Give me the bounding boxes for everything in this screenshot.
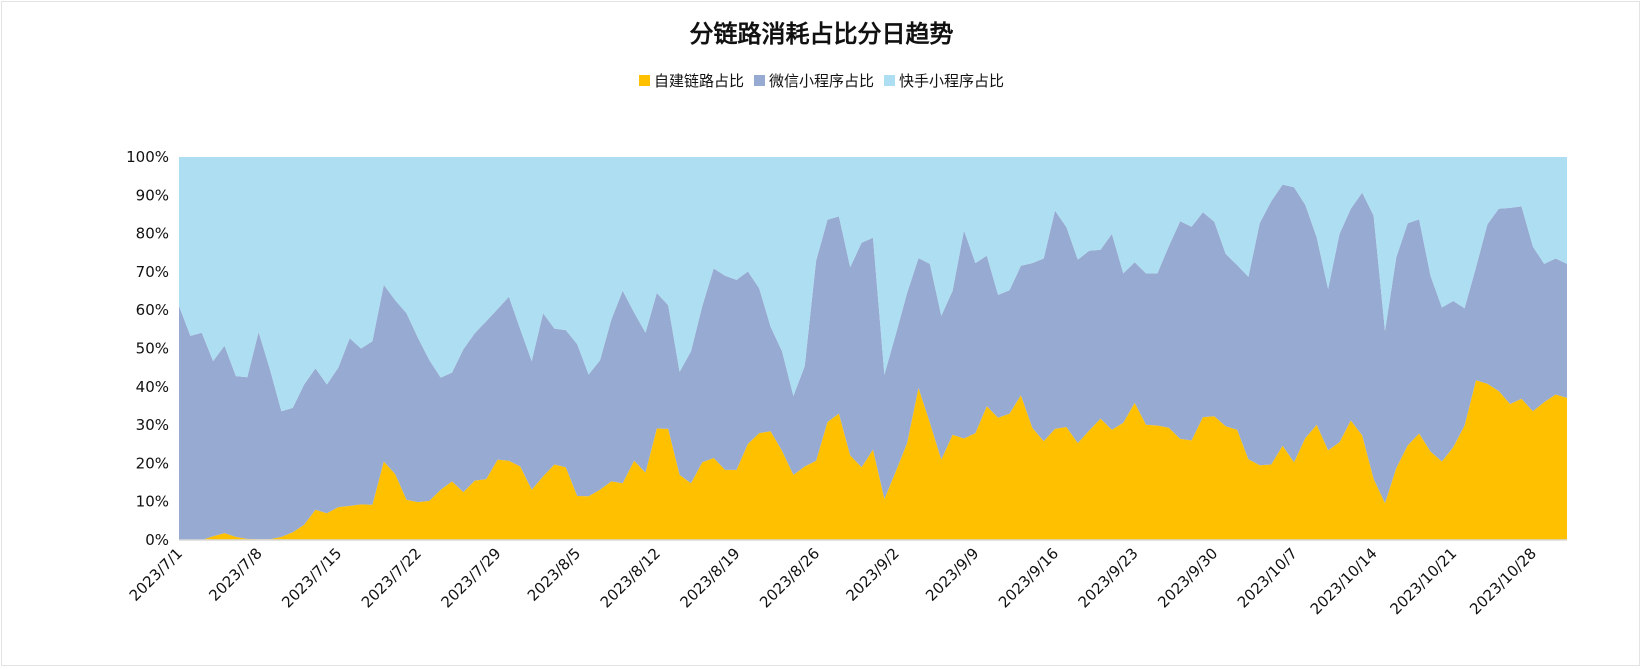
area-self-built [179,380,1567,540]
y-tick-label: 30% [136,416,169,434]
x-tick-label: 2023/8/5 [524,544,584,604]
y-tick-label: 80% [136,225,169,243]
x-tick-label: 2023/10/7 [1234,544,1301,611]
y-tick-label: 60% [136,301,169,319]
legend-label: 自建链路占比 [653,72,744,90]
x-tick-label: 2023/9/9 [922,544,982,604]
x-tick-label: 2023/9/2 [842,544,902,604]
x-tick-label: 2023/10/14 [1307,544,1381,618]
x-tick-label: 2023/7/8 [205,544,265,604]
x-tick-label: 2023/8/26 [756,544,823,611]
legend-item-self-built[interactable]: 自建链路占比 [638,70,744,91]
legend-item-kuaishou[interactable]: 快手小程序占比 [884,70,1004,91]
legend-label: 微信小程序占比 [768,72,874,90]
x-tick-label: 2023/7/15 [278,544,345,611]
y-tick-label: 0% [145,531,169,549]
y-tick-label: 10% [136,493,169,511]
x-tick-label: 2023/9/30 [1154,544,1221,611]
x-tick-label: 2023/10/21 [1386,544,1460,618]
y-tick-label: 50% [136,340,169,358]
legend-swatch [753,75,765,86]
y-tick-label: 20% [136,454,169,472]
y-tick-label: 70% [136,263,169,281]
legend-item-wechat[interactable]: 微信小程序占比 [753,70,874,91]
x-tick-label: 2023/7/22 [358,544,425,611]
x-tick-label: 2023/7/1 [126,544,186,604]
x-tick-label: 2023/8/12 [597,544,664,611]
legend-label: 快手小程序占比 [899,72,1005,90]
x-tick-label: 2023/9/23 [1075,544,1142,611]
area-wechat [179,184,1567,540]
x-tick-label: 2023/7/29 [438,544,505,611]
legend: 自建链路占比 微信小程序占比 快手小程序占比 [0,70,1643,91]
legend-swatch [638,75,650,86]
legend-swatch [884,75,895,86]
chart-title: 分链路消耗占比分日趋势 [689,20,954,48]
y-tick-label: 90% [136,186,169,204]
x-tick-label: 2023/8/19 [676,544,743,611]
area-kuaishou [179,157,1567,412]
x-tick-label: 2023/9/16 [995,544,1062,611]
x-tick-label: 2023/10/28 [1466,544,1540,618]
y-tick-label: 100% [126,148,169,166]
y-tick-label: 40% [136,378,169,396]
